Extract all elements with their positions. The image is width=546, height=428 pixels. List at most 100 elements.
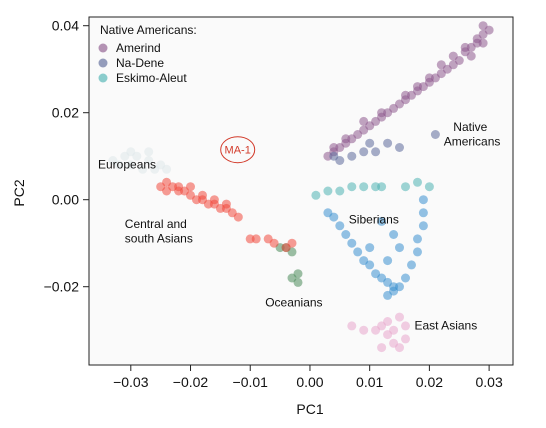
data-point — [389, 325, 399, 335]
data-point — [383, 317, 393, 326]
legend-item-amerind: Amerind — [116, 41, 161, 55]
data-point — [424, 73, 434, 83]
data-point — [401, 334, 410, 344]
data-point — [114, 160, 124, 170]
x-tick-label: 0.02 — [416, 374, 443, 390]
legend-item-na-dene: Na-Dene — [116, 56, 164, 70]
data-point — [371, 147, 381, 157]
data-point — [413, 177, 422, 187]
data-point — [418, 195, 428, 205]
data-point — [413, 247, 422, 257]
data-point — [395, 312, 404, 322]
data-point — [126, 160, 136, 170]
data-point — [221, 199, 231, 209]
data-point — [377, 216, 387, 226]
data-point — [395, 143, 404, 152]
data-point — [126, 147, 136, 157]
data-point — [162, 164, 172, 174]
x-tick-label: −0.01 — [233, 374, 269, 390]
data-point — [389, 230, 399, 239]
series-7 — [347, 312, 410, 353]
data-point — [383, 138, 393, 148]
legend: Native Americans: Amerind Na-Dene Eskimo… — [98, 23, 197, 85]
y-tick-label: −0.02 — [44, 279, 80, 295]
data-point — [269, 238, 279, 248]
data-point — [335, 186, 345, 196]
data-point — [407, 260, 416, 270]
data-point — [359, 182, 369, 192]
data-point — [365, 138, 375, 148]
ma1-circle — [220, 136, 256, 164]
legend-item-eskimo-aleut: Eskimo-Aleut — [116, 71, 187, 85]
data-point — [186, 182, 195, 192]
data-point — [359, 116, 369, 126]
data-point — [341, 134, 351, 144]
series-3 — [108, 147, 172, 174]
data-point — [335, 221, 345, 231]
group-label: Siberians — [349, 213, 399, 227]
x-tick-label: 0.00 — [296, 374, 323, 390]
data-point — [174, 182, 184, 192]
data-point — [150, 164, 160, 174]
data-point — [293, 277, 303, 287]
data-point — [347, 151, 357, 161]
data-point — [377, 182, 387, 192]
x-tick-label: 0.03 — [475, 374, 502, 390]
data-point — [233, 212, 243, 222]
axes-layer: −0.03 −0.02 −0.01 0.00 0.01 0.02 0.03 −0.02 0.00… — [44, 18, 503, 390]
data-point — [460, 42, 470, 52]
data-point — [144, 147, 154, 157]
data-point — [430, 130, 440, 139]
data-point — [144, 156, 154, 165]
data-point — [401, 182, 410, 192]
data-point — [401, 90, 410, 100]
data-point — [466, 51, 476, 61]
data-point — [365, 260, 375, 270]
data-point — [401, 273, 410, 283]
data-point — [162, 186, 172, 196]
y-tick-label: 0.00 — [52, 192, 79, 208]
data-point — [347, 238, 357, 248]
data-point — [413, 234, 422, 244]
group-label: south Asians — [125, 231, 193, 245]
data-point — [365, 243, 375, 253]
data-point — [395, 343, 404, 353]
series-4 — [156, 177, 243, 222]
x-tick-label: −0.03 — [113, 374, 149, 390]
data-point — [377, 108, 387, 118]
data-point — [359, 325, 369, 335]
data-point — [395, 243, 404, 253]
group-label: Americans — [444, 134, 501, 148]
data-point — [383, 256, 393, 266]
series-0 — [323, 21, 494, 161]
data-point — [436, 60, 446, 70]
y-tick-label: 0.02 — [52, 105, 79, 121]
data-point — [383, 290, 393, 300]
y-tick-label: 0.04 — [52, 18, 79, 34]
data-point — [329, 151, 339, 161]
data-point — [359, 147, 369, 157]
data-point — [287, 238, 297, 248]
data-point — [424, 182, 434, 192]
legend-marker-eskimo-aleut — [98, 73, 108, 83]
series-1 — [329, 130, 440, 165]
data-point — [472, 38, 482, 48]
x-tick-label: 0.01 — [356, 374, 383, 390]
group-label: Native — [453, 120, 487, 134]
points-layer — [108, 21, 494, 353]
data-point — [418, 221, 428, 231]
data-point — [377, 343, 387, 353]
data-point — [311, 190, 321, 200]
legend-title: Native Americans: — [100, 23, 197, 37]
data-point — [209, 195, 219, 205]
group-label: Central and — [125, 217, 187, 231]
data-point — [418, 208, 428, 218]
group-label: East Asians — [415, 318, 478, 332]
legend-marker-na-dene — [98, 58, 108, 68]
y-axis-title: PC2 — [11, 179, 27, 206]
ma1-label: MA-1 — [225, 145, 251, 157]
group-label: Europeans — [98, 157, 156, 171]
series-2 — [311, 177, 434, 200]
